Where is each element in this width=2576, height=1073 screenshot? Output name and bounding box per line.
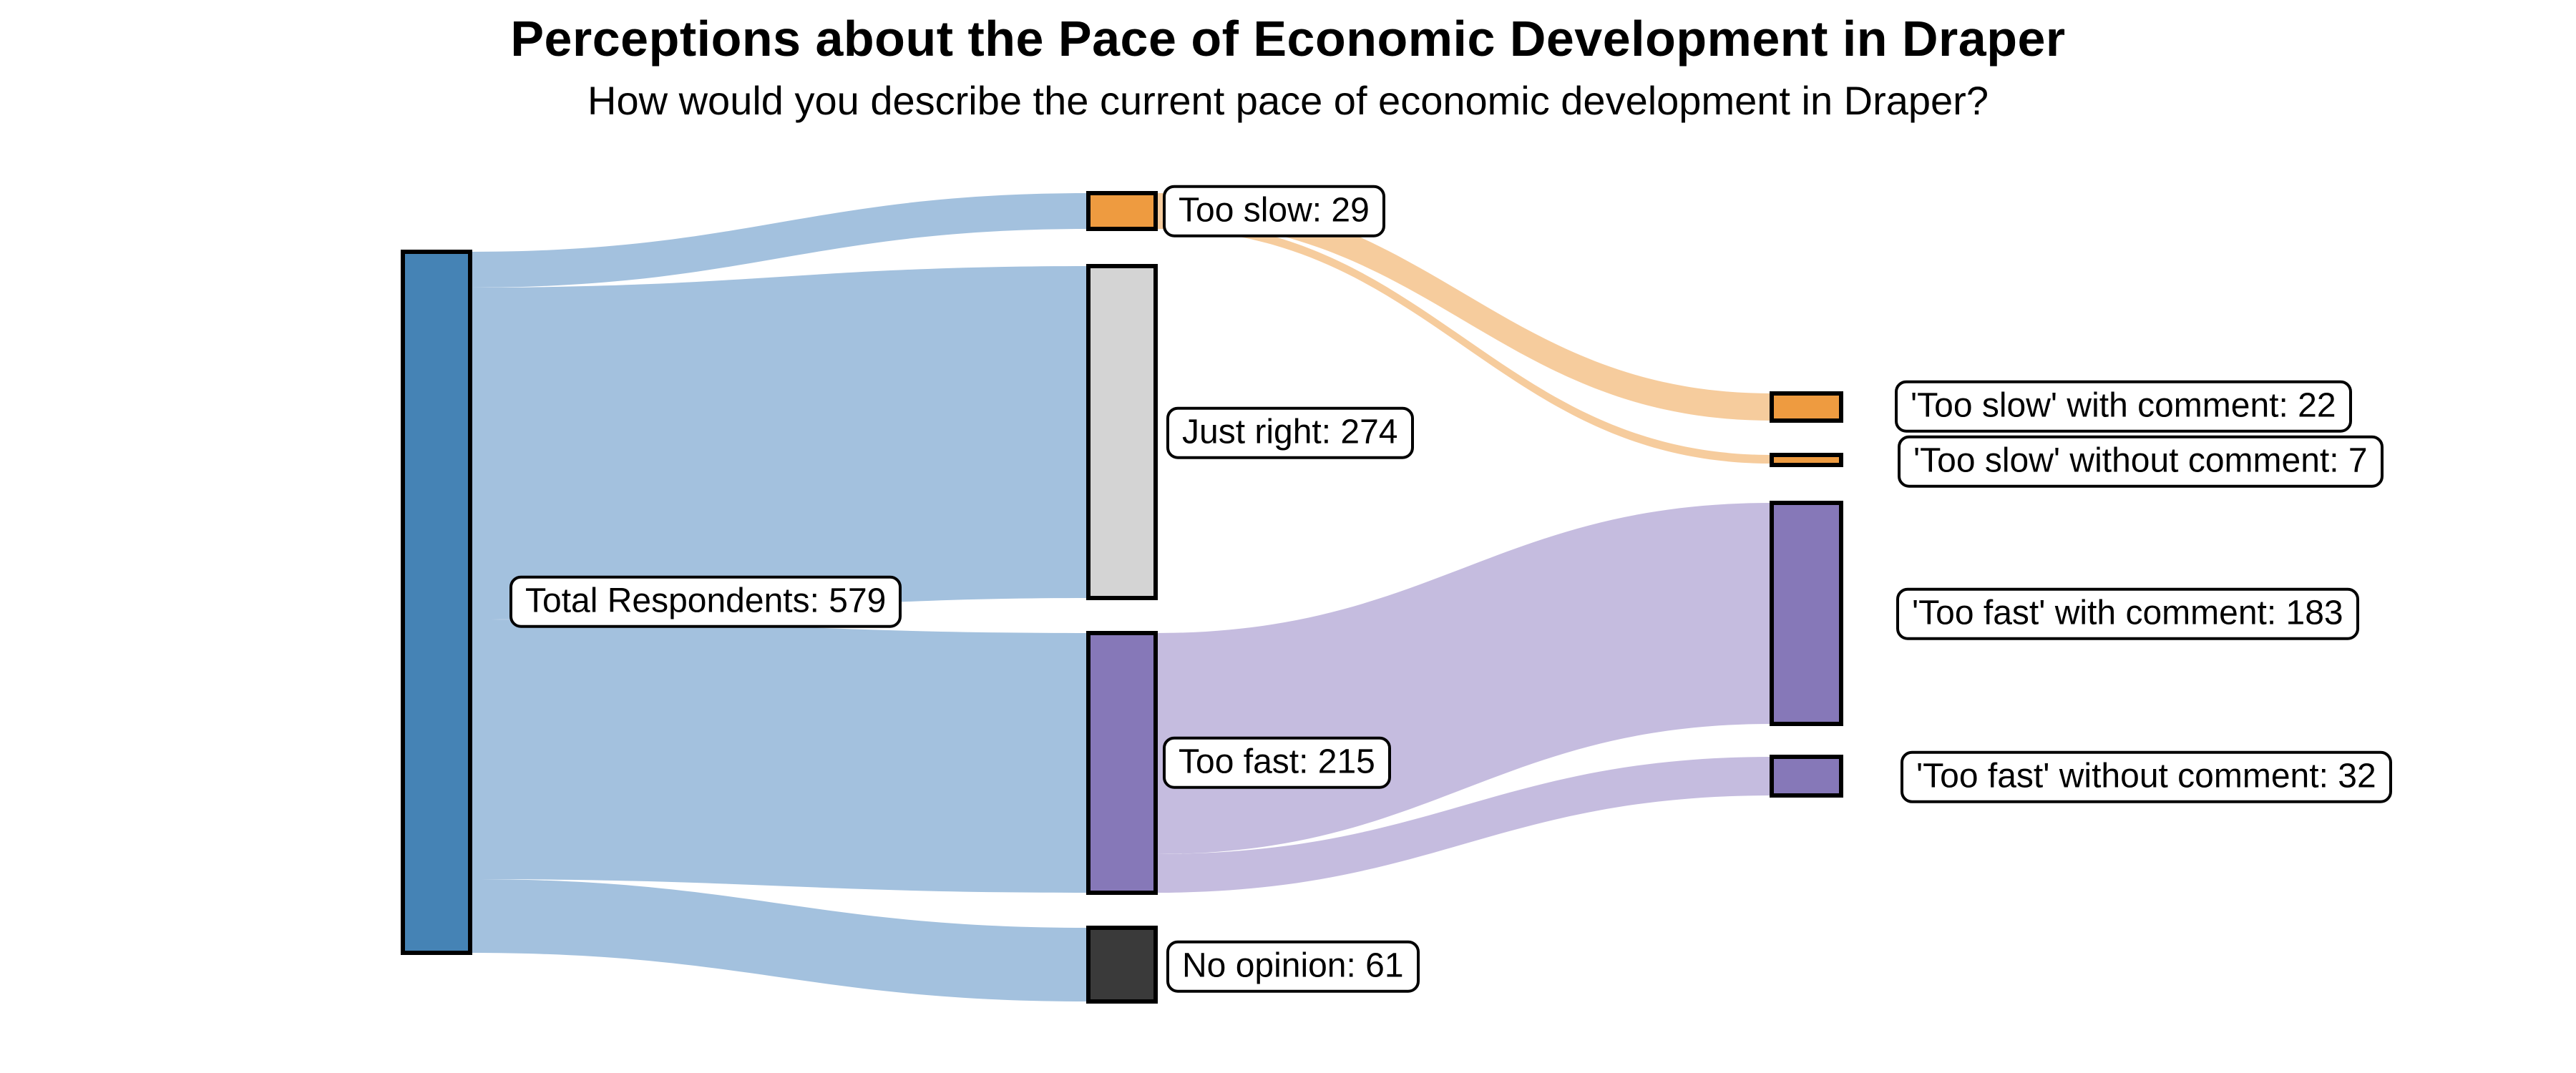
flow-too-fast-to-without-comment: [1156, 757, 1772, 893]
label-total: Total Respondents: 579: [509, 575, 902, 628]
flow-too-fast-to-with-comment: [1156, 503, 1772, 854]
label-too-fast-without-comment: 'Too fast' without comment: 32: [1901, 750, 2392, 803]
label-just-right: Just right: 274: [1166, 406, 1414, 459]
sankey-node-too-slow-without-comment: [1770, 453, 1843, 467]
sankey-node-too-fast-without-comment: [1770, 755, 1843, 798]
flow-total-to-just-right: [470, 266, 1088, 619]
flow-total-to-too-slow: [470, 193, 1088, 288]
label-too-slow-with-comment: 'Too slow' with comment: 22: [1895, 380, 2352, 433]
flow-too-slow-to-without-comment: [1156, 220, 1772, 464]
flow-total-to-no-opinion: [470, 879, 1088, 1001]
chart-title: Perceptions about the Pace of Economic D…: [510, 11, 2066, 67]
sankey-node-too-fast: [1086, 631, 1158, 895]
sankey-node-just-right: [1086, 264, 1158, 600]
label-too-slow: Too slow: 29: [1163, 185, 1385, 237]
sankey-node-total: [401, 250, 472, 955]
flow-too-slow-to-with-comment: [1156, 193, 1772, 421]
sankey-node-too-slow-with-comment: [1770, 391, 1843, 423]
sankey-node-too-fast-with-comment: [1770, 501, 1843, 726]
sankey-node-too-slow: [1086, 191, 1158, 231]
chart-subtitle: How would you describe the current pace …: [587, 78, 1989, 123]
sankey-node-no-opinion: [1086, 926, 1158, 1004]
label-too-slow-without-comment: 'Too slow' without comment: 7: [1898, 435, 2384, 488]
label-too-fast: Too fast: 215: [1163, 736, 1391, 789]
label-no-opinion: No opinion: 61: [1166, 940, 1420, 993]
flow-total-to-too-fast: [470, 619, 1088, 893]
label-too-fast-with-comment: 'Too fast' with comment: 183: [1896, 587, 2359, 640]
